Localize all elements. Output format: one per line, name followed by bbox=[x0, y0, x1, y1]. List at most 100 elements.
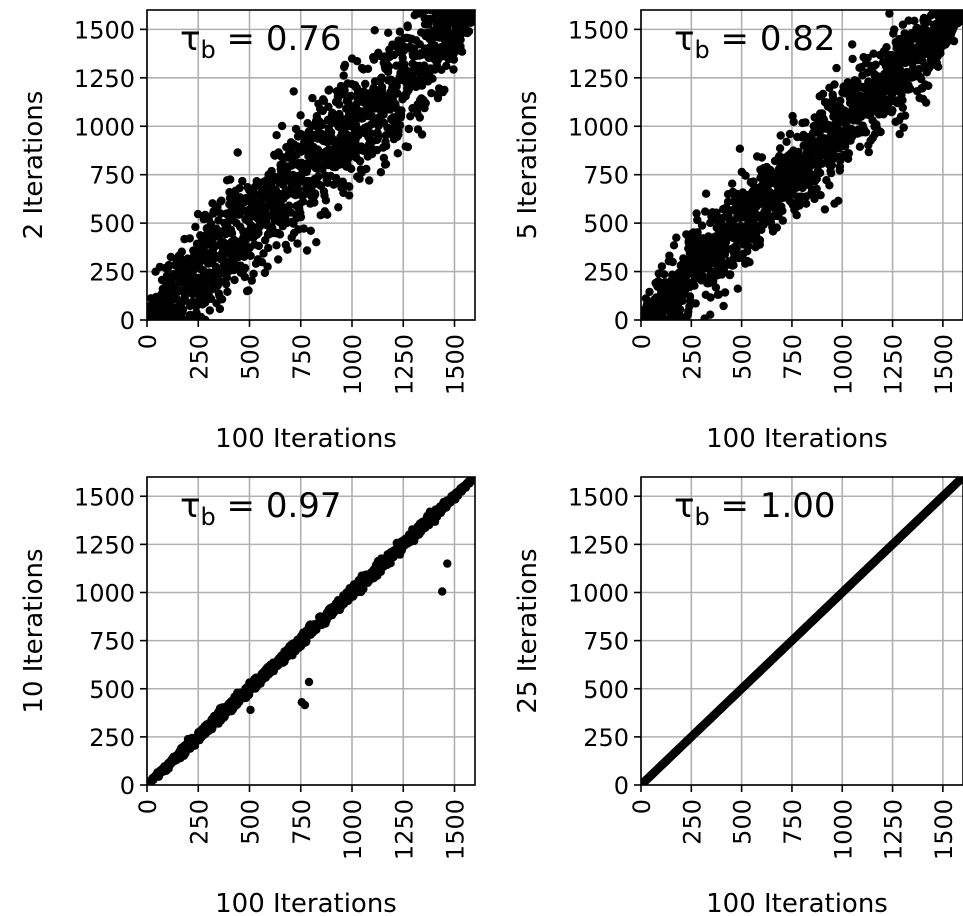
data-point bbox=[346, 91, 356, 101]
data-point bbox=[310, 198, 319, 207]
data-point bbox=[836, 96, 845, 105]
data-point bbox=[362, 164, 371, 174]
subplot-5-iterations: 0 250 500 750 1000 1250 1500 02505007501000125… bbox=[513, 9, 963, 454]
data-point bbox=[272, 241, 281, 250]
data-point bbox=[246, 251, 255, 260]
data-point bbox=[449, 55, 459, 64]
x-tick-label: 0 bbox=[134, 334, 162, 349]
data-point bbox=[825, 181, 834, 190]
y-tick-label: 0 bbox=[120, 772, 135, 800]
data-point bbox=[869, 49, 878, 58]
data-point bbox=[328, 108, 337, 118]
data-point bbox=[251, 190, 260, 199]
data-point bbox=[238, 176, 247, 186]
data-point bbox=[924, 81, 933, 91]
data-point bbox=[801, 118, 810, 127]
y-tick-label: 1500 bbox=[568, 16, 629, 44]
data-point bbox=[202, 249, 212, 258]
data-point bbox=[306, 226, 315, 235]
data-point bbox=[363, 64, 373, 74]
data-point bbox=[425, 507, 435, 516]
y-tick-label: 0 bbox=[120, 307, 135, 335]
y-tick-label: 1000 bbox=[568, 113, 629, 141]
data-point bbox=[843, 78, 852, 87]
data-point bbox=[293, 239, 302, 248]
data-point bbox=[283, 245, 292, 254]
data-point bbox=[340, 60, 350, 70]
data-point bbox=[755, 236, 765, 245]
data-point bbox=[427, 89, 436, 98]
plot-frame bbox=[146, 476, 476, 786]
data-point bbox=[254, 241, 263, 251]
data-point bbox=[308, 93, 317, 103]
kendall-tau-annotation: τb = 0.82 bbox=[674, 19, 836, 64]
data-point bbox=[443, 559, 452, 568]
data-point bbox=[470, 10, 475, 15]
data-point bbox=[861, 128, 871, 137]
data-point bbox=[732, 244, 741, 253]
data-point bbox=[193, 209, 203, 219]
data-point bbox=[319, 96, 329, 106]
data-point bbox=[240, 272, 249, 282]
data-point bbox=[217, 196, 226, 205]
data-point bbox=[185, 234, 194, 243]
data-point bbox=[377, 73, 386, 82]
data-point bbox=[855, 142, 865, 151]
data-point bbox=[235, 184, 244, 193]
data-point bbox=[691, 299, 700, 308]
y-tick-label: 1250 bbox=[74, 531, 135, 559]
data-point bbox=[645, 287, 654, 297]
data-point bbox=[826, 168, 836, 178]
data-point bbox=[365, 176, 374, 185]
data-point bbox=[345, 182, 354, 191]
data-point bbox=[403, 142, 413, 152]
data-point bbox=[660, 270, 669, 279]
x-tick-label: 1500 bbox=[442, 334, 470, 395]
data-point bbox=[714, 290, 723, 299]
data-point bbox=[848, 54, 857, 64]
x-ticks: 0 250 500 750 1000 1250 1500 bbox=[628, 320, 958, 395]
data-point bbox=[393, 89, 402, 98]
x-tick-label: 750 bbox=[288, 799, 316, 845]
data-point bbox=[669, 241, 679, 250]
x-axis-label: 100 Iterations bbox=[215, 424, 397, 454]
data-point bbox=[384, 28, 393, 37]
data-point bbox=[815, 168, 825, 178]
x-tick-label: 500 bbox=[237, 799, 265, 845]
data-point bbox=[304, 677, 314, 687]
scatter-points bbox=[147, 10, 475, 320]
x-tick-label: 1000 bbox=[829, 334, 857, 395]
data-point bbox=[449, 65, 458, 74]
data-point bbox=[816, 191, 825, 200]
data-point bbox=[415, 113, 424, 122]
data-point bbox=[711, 283, 721, 292]
data-point bbox=[271, 185, 280, 194]
data-point bbox=[244, 286, 253, 295]
data-point bbox=[215, 304, 225, 314]
data-point bbox=[712, 208, 721, 217]
x-tick-label: 1250 bbox=[390, 799, 418, 860]
data-point bbox=[834, 196, 843, 205]
data-point bbox=[457, 47, 467, 56]
data-point bbox=[299, 224, 308, 233]
data-point bbox=[890, 25, 899, 34]
x-tick-label: 1250 bbox=[880, 334, 908, 395]
data-point bbox=[376, 168, 386, 177]
x-ticks: 0 250 500 750 1000 1250 1500 bbox=[134, 320, 470, 395]
data-point bbox=[775, 144, 785, 153]
data-point bbox=[366, 129, 376, 138]
data-point bbox=[393, 149, 402, 158]
data-point bbox=[355, 156, 365, 166]
data-point bbox=[369, 55, 379, 64]
data-point bbox=[222, 279, 231, 289]
data-point bbox=[334, 100, 344, 109]
data-point bbox=[921, 98, 931, 107]
data-point bbox=[206, 219, 216, 229]
data-point bbox=[177, 247, 186, 256]
x-tick-label: 500 bbox=[237, 334, 265, 380]
data-point bbox=[339, 71, 348, 80]
data-point bbox=[421, 98, 430, 108]
data-point bbox=[321, 196, 331, 205]
